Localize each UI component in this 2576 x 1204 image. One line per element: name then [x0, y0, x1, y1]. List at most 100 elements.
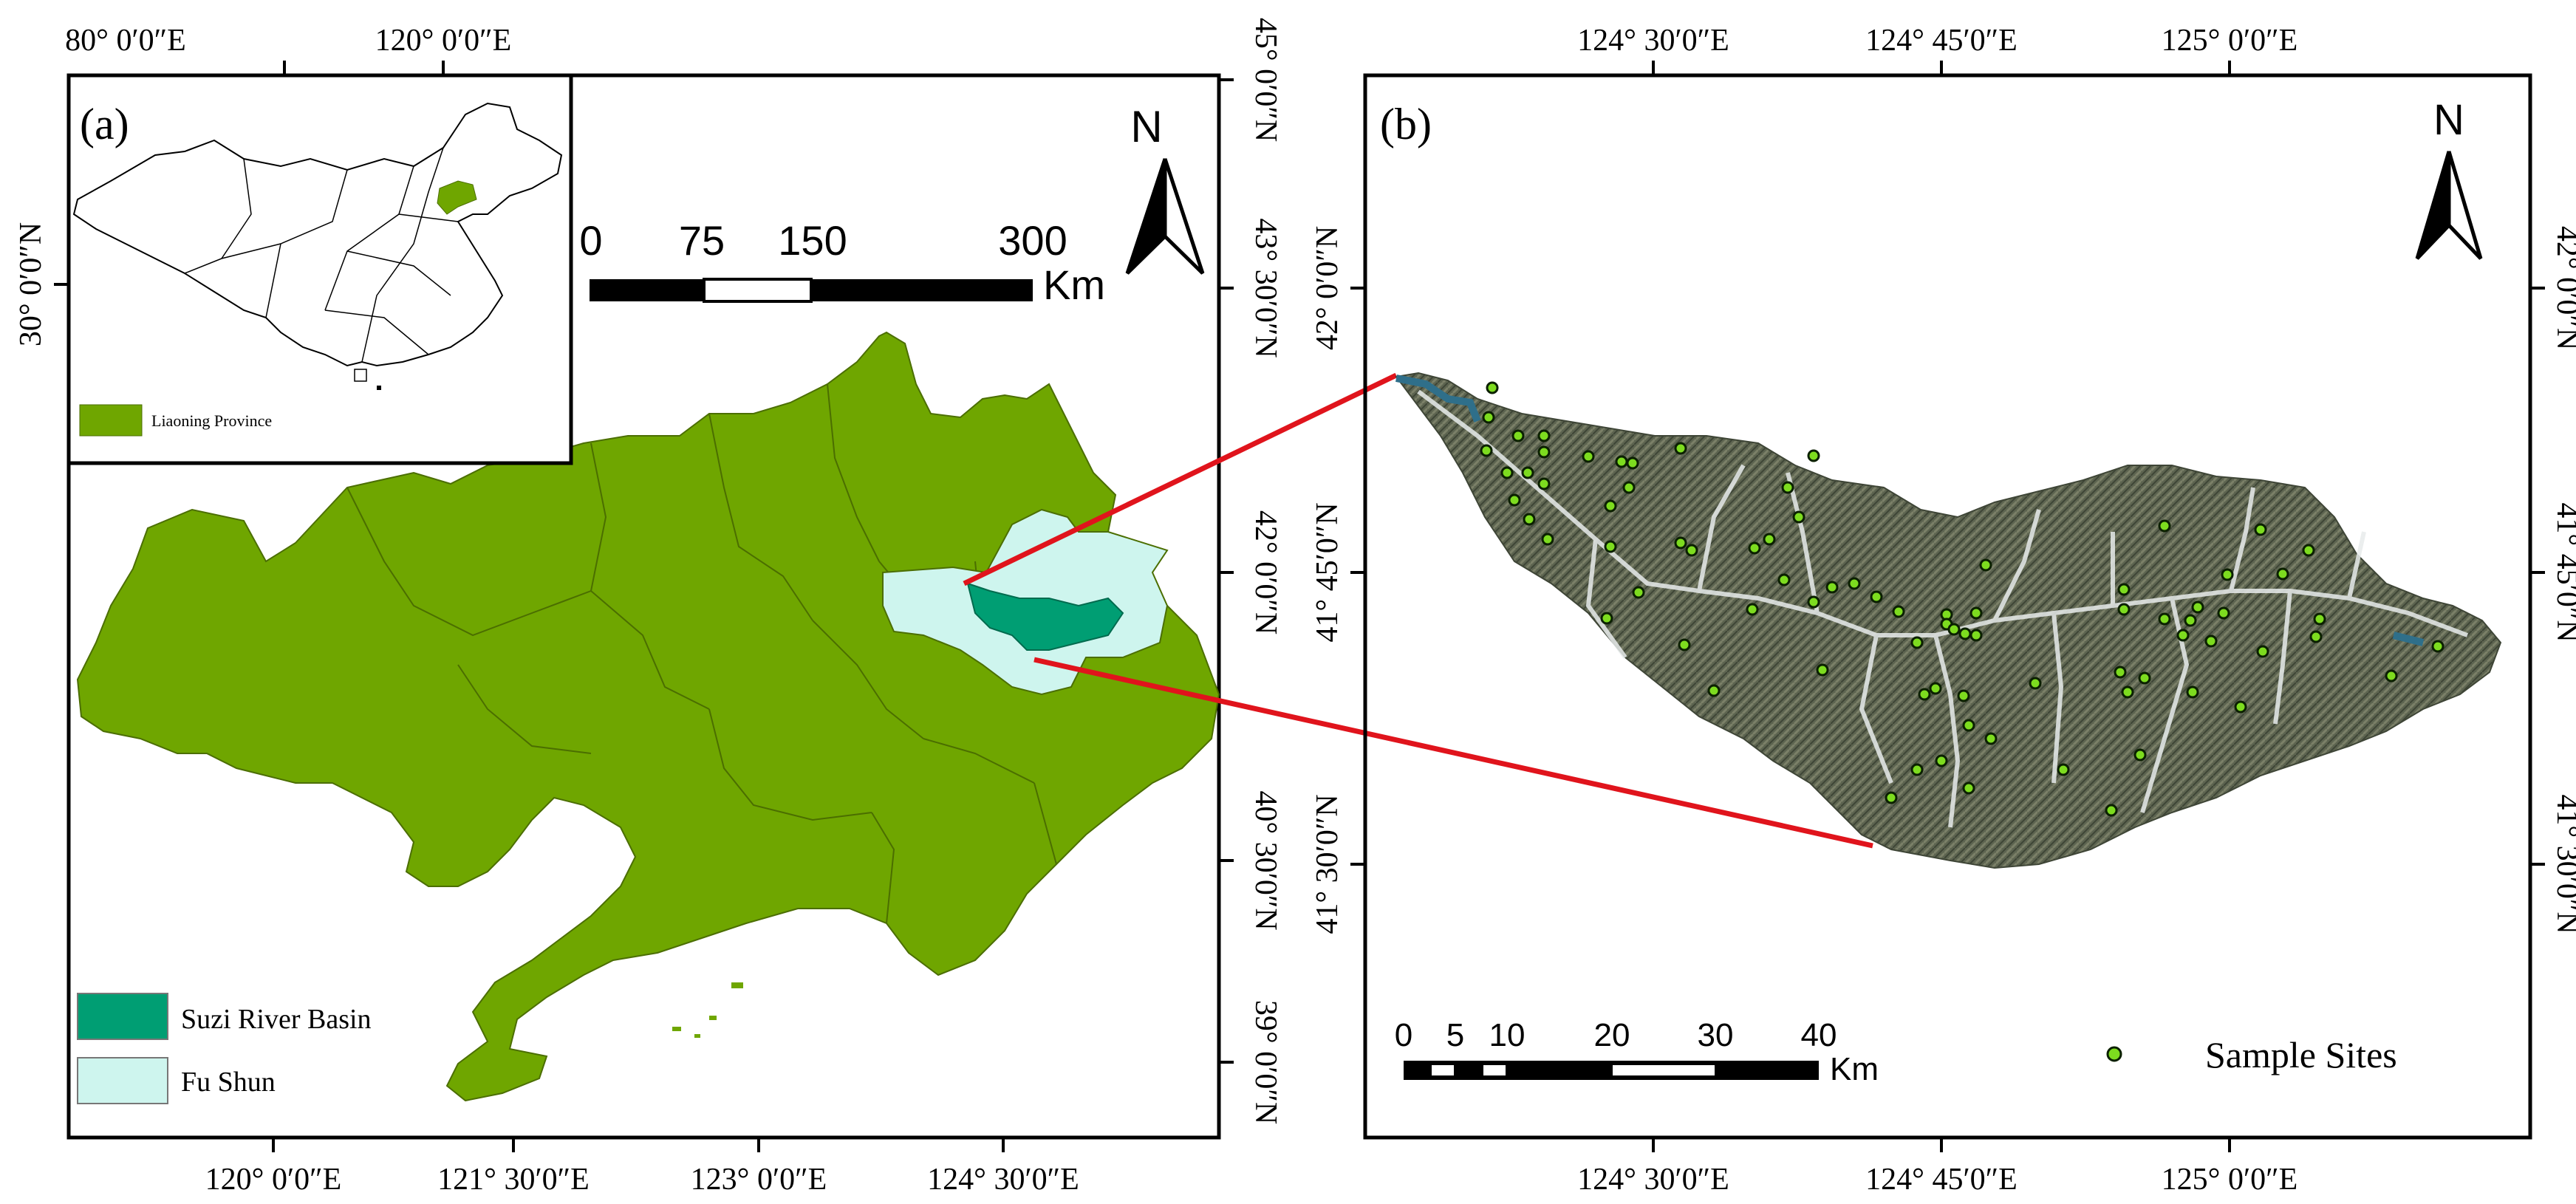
b-top-tick-1: 124° 45′0″E [1865, 24, 2018, 58]
sample-site [2204, 635, 2218, 648]
a-right-tick-4: 39° 0′0″N [1248, 1000, 1282, 1124]
sample-site [1910, 636, 1924, 649]
sample-site [2221, 568, 2234, 581]
sample-site [1541, 533, 1554, 546]
sample-site [1969, 606, 1983, 620]
sample-site [1685, 544, 1698, 557]
scale-bar-b: 0 5 10 20 30 40 Km [1395, 1017, 1879, 1087]
sample-site [2234, 700, 2247, 714]
sample-site [1622, 481, 1636, 494]
a-bottom-tick-2: 123° 0′0″E [691, 1163, 827, 1197]
a-right-tick-2: 42° 0′0″N [1248, 510, 1282, 635]
sample-site [1707, 684, 1721, 697]
inset-legend-swatch [79, 404, 143, 437]
sample-site [2184, 614, 2197, 627]
sample-site [1825, 581, 1839, 594]
sample-site [1748, 541, 1761, 555]
a-top-tick-1: 120° 0′0″E [375, 24, 512, 58]
a-bottom-tick-1: 121° 30′0″E [437, 1163, 590, 1197]
sample-site [1632, 586, 1645, 599]
sample-site [1929, 682, 1942, 695]
islands [672, 982, 743, 1038]
sample-site [2133, 748, 2147, 762]
legend-suzi-label: Suzi River Basin [181, 1004, 372, 1035]
sample-site [1962, 781, 1975, 795]
a-bottom-tick-3: 124° 30′0″E [927, 1163, 1079, 1197]
legend-fushun-label: Fu Shun [181, 1067, 276, 1098]
b-bottom-tick-2: 125° 0′0″E [2162, 1163, 2298, 1197]
a-right-tick-3: 40° 30′0″N [1248, 790, 1282, 930]
reservoir [1395, 374, 1481, 423]
sample-site [1500, 466, 1514, 479]
sample-site [1918, 688, 1931, 701]
sample-site [1626, 456, 1639, 470]
north-label-a: N [1130, 102, 1162, 151]
sample-site [1892, 605, 1905, 618]
liaoning-province-shape [76, 331, 1220, 1102]
legend-fushun-swatch [77, 1057, 168, 1104]
sample-site [2029, 677, 2042, 690]
sample-site [1615, 455, 1628, 468]
b-right-tick-1: 41° 45′0″N [2550, 502, 2576, 642]
sample-site [1885, 791, 1898, 804]
connector-lines [963, 372, 1873, 849]
sample-site [1848, 577, 1861, 590]
a-left-tick-0: 30° 0′0″N [14, 222, 48, 346]
sample-site [1511, 429, 1525, 442]
sample-site [2105, 804, 2118, 817]
sample-site [1816, 663, 1829, 677]
sample-site [1910, 763, 1924, 776]
b-right-tick-2: 41° 30′0″N [2550, 794, 2576, 934]
b-top-tick-0: 124° 30′0″E [1577, 24, 1729, 58]
scale-a-unit: Km [1043, 261, 1105, 308]
scale-a-75: 75 [679, 217, 725, 264]
sample-site [1746, 603, 1759, 616]
panel-a-label: (a) [80, 100, 129, 148]
sample-site [1969, 629, 1983, 642]
basin-river-network [1417, 389, 2469, 828]
panel-b-frame [1363, 73, 2532, 1140]
sample-site [2121, 685, 2134, 699]
sample-site [1604, 540, 1617, 553]
scale-b-40: 40 [1801, 1017, 1837, 1053]
scale-b-0: 0 [1395, 1017, 1412, 1053]
panel-b-ticks [1350, 61, 2545, 1152]
sample-site [1763, 533, 1776, 546]
sample-site [1979, 558, 1992, 572]
sample-site [1480, 444, 1493, 457]
a-right-tick-0: 45° 0′0″N [1248, 18, 1282, 142]
legend-a: Suzi River Basin Fu Shun [77, 993, 372, 1104]
sample-site [1537, 445, 1551, 459]
north-label-b: N [2433, 96, 2464, 144]
sample-site [1674, 442, 1687, 455]
scale-a-300: 300 [998, 217, 1067, 264]
b-bottom-tick-1: 124° 45′0″E [1865, 1163, 2018, 1197]
b-left-tick-1: 41° 45′0″N [1311, 502, 1345, 642]
b-left-tick-0: 42° 0′0″N [1311, 226, 1345, 350]
sample-site [1984, 732, 1998, 745]
sample-site [1537, 477, 1551, 490]
sample-site [1678, 638, 1691, 651]
sample-site [1962, 719, 1975, 732]
scale-b-unit: Km [1830, 1051, 1879, 1087]
scale-bar-a: 0 75 150 300 Km [579, 217, 1105, 308]
suzi-river-basin-shape [966, 582, 1124, 651]
a-top-tick-0: 80° 0′0″E [65, 24, 186, 58]
sample-site [1807, 449, 1820, 462]
sample-site [1604, 499, 1617, 513]
b-bottom-tick-0: 124° 30′0″E [1577, 1163, 1729, 1197]
north-arrow-b: N [2415, 96, 2483, 260]
sample-sites [1480, 381, 2445, 817]
sample-site [2057, 763, 2070, 776]
panel-a: Liaoning Province (a) N 0 75 150 300 Km … [14, 18, 1282, 1197]
sample-site [2158, 612, 2171, 626]
inset-legend-label: Liaoning Province [151, 411, 272, 430]
north-arrow-a: N [1125, 102, 1205, 275]
sample-site [2431, 640, 2445, 653]
panel-b: (b) N 0 5 10 20 30 40 Km Sam [1311, 24, 2576, 1197]
b-top-tick-2: 125° 0′0″E [2162, 24, 2298, 58]
scale-b-10: 10 [1489, 1017, 1526, 1053]
sample-site [1508, 493, 1521, 507]
a-right-tick-1: 43° 30′0″N [1248, 218, 1282, 358]
sample-site [1521, 466, 1534, 479]
